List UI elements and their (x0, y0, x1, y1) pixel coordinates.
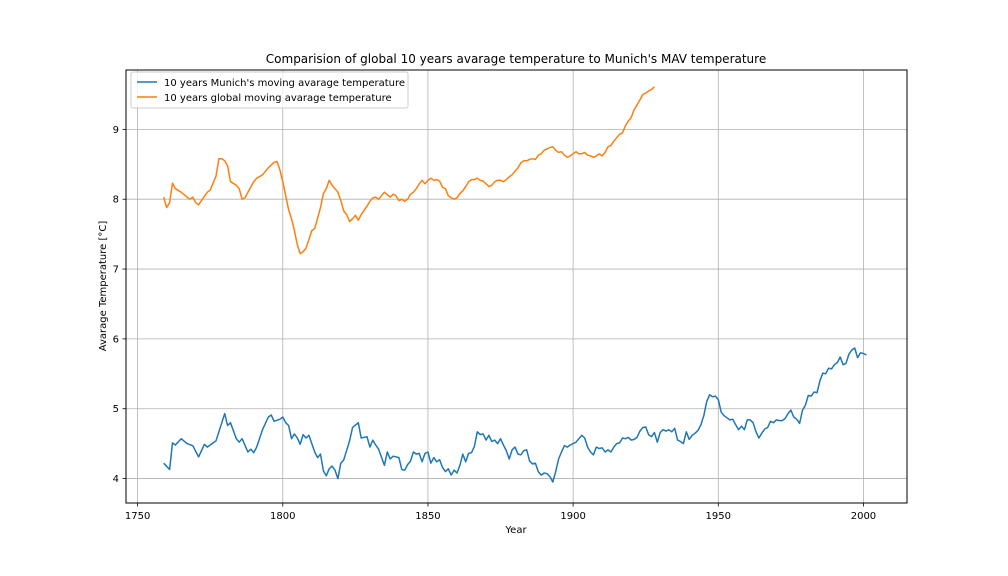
legend: 10 years Munich's moving avarage tempera… (130, 71, 409, 109)
x-tick-label: 1800 (270, 511, 295, 522)
munich-series-line (163, 347, 867, 483)
y-tick-label: 4 (113, 474, 119, 485)
grid-lines (126, 70, 907, 503)
x-tick-label: 1900 (560, 511, 585, 522)
global-series-line (162, 86, 655, 255)
legend-box (130, 71, 409, 109)
chart-title: Comparision of global 10 years avarage t… (266, 52, 766, 66)
x-tick-label: 2000 (851, 511, 876, 522)
y-tick-label: 5 (113, 404, 119, 415)
legend-label-global: 10 years global moving avarage temperatu… (164, 93, 392, 104)
y-tick-label: 6 (113, 334, 119, 345)
y-tick-label: 8 (113, 195, 119, 206)
plot-frame (125, 69, 908, 504)
x-tick-label: 1950 (706, 511, 731, 522)
x-axis-label: Year (504, 525, 527, 536)
x-tick-label: 1750 (125, 511, 150, 522)
y-tick-label: 9 (113, 125, 119, 136)
x-tick-label: 1850 (415, 511, 440, 522)
y-tick-label: 7 (113, 265, 119, 276)
y-axis-label: Avarage Temperature [°C] (98, 221, 109, 352)
legend-label-munich: 10 years Munich's moving avarage tempera… (164, 78, 405, 89)
axis-ticks: 1750 1800 1850 1900 1950 2000 4 5 6 7 8 9 (113, 125, 877, 522)
series-lines (162, 86, 867, 483)
